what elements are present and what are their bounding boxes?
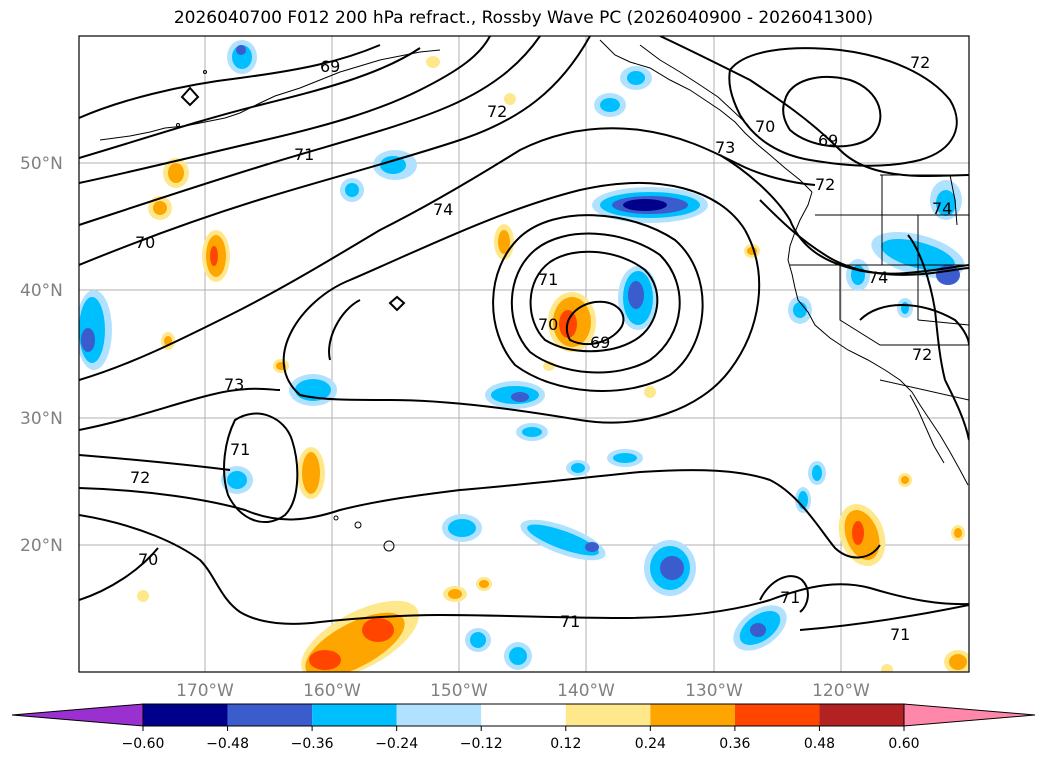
lon-label-130w: 130°W (685, 681, 743, 701)
lat-label-30n: 30°N (20, 409, 63, 429)
contour-label: 74 (868, 268, 888, 287)
contour-label: 69 (818, 131, 838, 150)
colorbar-tick-label: 0.48 (804, 736, 835, 752)
colorbar-frame (142, 703, 905, 727)
colorbar: −0.60 −0.48 −0.36 −0.24 −0.12 0.12 0.24 0.36 0.4… (11, 703, 1036, 752)
colorbar-tick-label: −0.24 (375, 736, 418, 752)
colorbar-segment (734, 704, 820, 726)
contour-label: 72 (487, 102, 507, 121)
colorbar-segment (312, 704, 397, 726)
coastlines (99, 39, 969, 552)
contour-label: 71 (230, 440, 250, 459)
colorbar-tick-label: 0.36 (719, 736, 750, 752)
colorbar-tick-label: 0.24 (635, 736, 666, 752)
contour-label: 72 (910, 53, 930, 72)
contour-label: 74 (433, 200, 453, 219)
contour-label: 71 (560, 612, 580, 631)
colorbar-segment (481, 704, 566, 726)
contour-label: 71 (294, 145, 314, 164)
colorbar-extension-low (11, 703, 144, 727)
lon-label-140w: 140°W (557, 681, 615, 701)
contour-label: 73 (224, 375, 244, 394)
colorbar-tick-label: −0.36 (291, 736, 334, 752)
contour-label: 71 (538, 270, 558, 289)
contour-label: 71 (780, 588, 800, 607)
colorbar-segment (227, 704, 313, 726)
lon-label-120w: 120°W (812, 681, 870, 701)
contour-label: 69 (590, 333, 610, 352)
graticule (79, 36, 969, 672)
colorbar-segment (565, 704, 651, 726)
contour-labels: 69 72 71 70 74 71 70 69 73 71 72 70 71 7… (130, 53, 952, 644)
contour-label: 70 (538, 315, 558, 334)
colorbar-segment (819, 704, 904, 726)
contour-label: 74 (932, 199, 952, 218)
contour-label: 72 (130, 468, 150, 487)
lon-label-150w: 150°W (430, 681, 488, 701)
contour-label: 70 (138, 550, 158, 569)
contour-label: 72 (912, 345, 932, 364)
colorbar-tick-label: −0.48 (206, 736, 249, 752)
contour-label: 72 (815, 175, 835, 194)
map-frame (78, 35, 970, 673)
colorbar-tick-label: 0.12 (550, 736, 581, 752)
lon-label-160w: 160°W (303, 681, 361, 701)
lat-label-20n: 20°N (20, 536, 63, 556)
contour-label: 71 (890, 625, 910, 644)
colorbar-segment (650, 704, 735, 726)
refractivity-shading (79, 40, 969, 672)
lon-label-170w: 170°W (176, 681, 234, 701)
lat-label-40n: 40°N (20, 281, 63, 301)
contour-lines (79, 36, 969, 631)
longitude-labels: 170°W 160°W 150°W 140°W 130°W 120°W (176, 681, 870, 701)
colorbar-tick-label: 0.60 (888, 736, 919, 752)
lat-label-50n: 50°N (20, 154, 63, 174)
contour-label: 70 (135, 233, 155, 252)
colorbar-extension-high (903, 703, 1036, 727)
contour-label: 73 (715, 138, 735, 157)
colorbar-tick-label: −0.12 (460, 736, 503, 752)
map-background (79, 36, 969, 672)
latitude-labels: 50°N 40°N 30°N 20°N (20, 154, 63, 556)
colorbar-segment (396, 704, 482, 726)
map-title: 2026040700 F012 200 hPa refract., Rossby… (173, 8, 874, 28)
contour-label: 69 (320, 57, 340, 76)
colorbar-tick-label: −0.60 (122, 736, 165, 752)
contour-label: 70 (755, 117, 775, 136)
colorbar-segment (143, 704, 228, 726)
